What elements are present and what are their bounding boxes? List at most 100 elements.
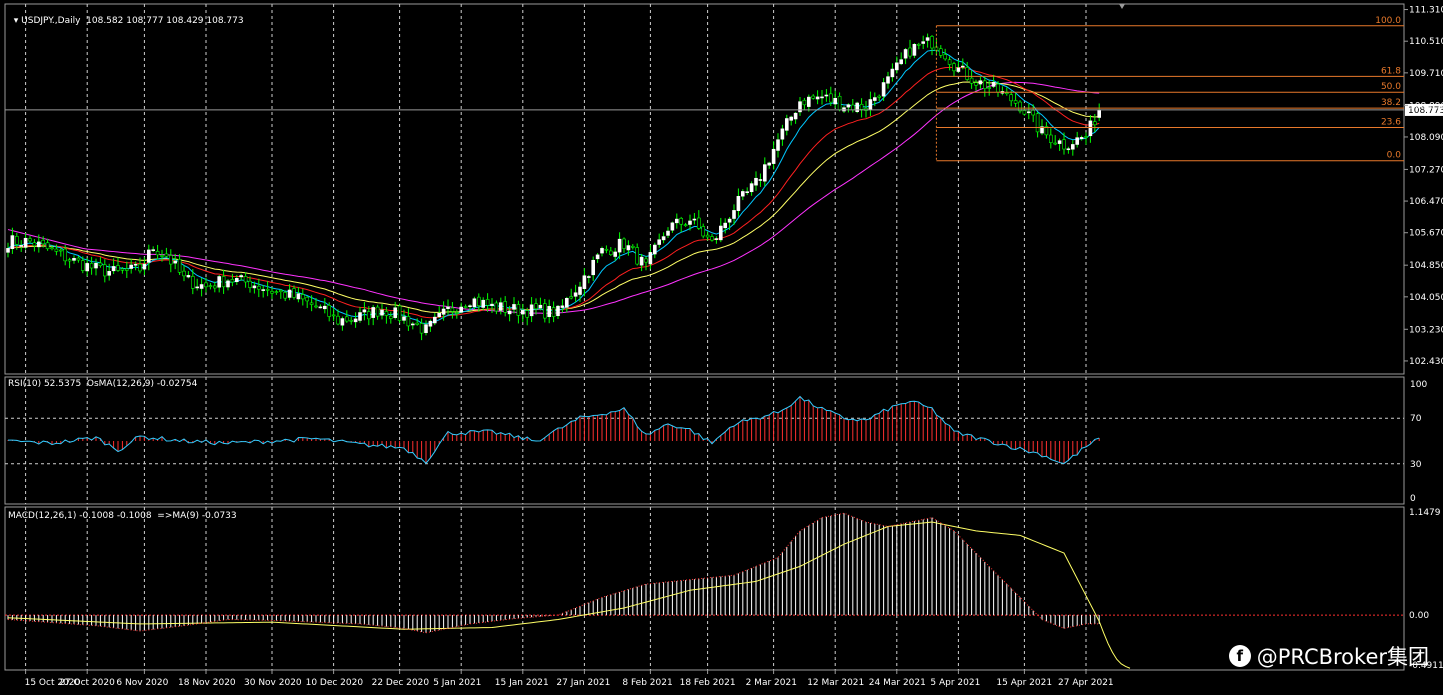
- candle-body: [182, 270, 186, 277]
- candle-body: [938, 48, 943, 56]
- candle-body: [235, 278, 239, 283]
- candle-body: [837, 96, 842, 111]
- candle-body: [1049, 134, 1053, 143]
- candle-body: [107, 271, 111, 276]
- candle-body: [410, 323, 415, 326]
- candle-body: [129, 264, 133, 269]
- candle-body: [322, 305, 327, 310]
- candle-body: [468, 305, 472, 308]
- candle-body: [366, 311, 371, 320]
- candle-body: [459, 306, 464, 313]
- candle-body: [226, 280, 230, 288]
- candle-body: [608, 250, 613, 255]
- candle-body: [767, 162, 772, 166]
- candle-body: [1093, 121, 1097, 126]
- candle-body: [384, 311, 389, 316]
- candle-body: [50, 247, 54, 250]
- candle-body: [666, 230, 670, 236]
- candle-body: [454, 312, 459, 314]
- candle-body: [318, 306, 323, 309]
- candle-body: [309, 302, 314, 305]
- candle-body: [169, 255, 173, 265]
- candle-body: [1066, 148, 1071, 151]
- candle-body: [560, 305, 565, 308]
- macd-signal-line: [7, 521, 1131, 669]
- candle-body: [727, 218, 732, 223]
- date-label: 15 Oct 2020: [25, 678, 81, 688]
- candle-body: [516, 304, 521, 316]
- candle-body: [736, 196, 741, 211]
- candle-body: [859, 104, 864, 110]
- date-label: 18 Feb 2021: [680, 678, 736, 688]
- candle-body: [644, 258, 648, 263]
- candle-body: [688, 220, 692, 225]
- symbol-header-text: USDJPY.,Daily 108.582 108.777 108.429 10…: [21, 16, 244, 26]
- candle-body: [340, 318, 345, 326]
- candle-body: [1062, 139, 1066, 150]
- candle-body: [292, 288, 296, 298]
- candle-body: [670, 222, 675, 231]
- candle-body: [881, 82, 886, 97]
- price-tick-label: 108.090: [1409, 133, 1443, 143]
- candle-body: [732, 210, 736, 219]
- price-tick-label: 102.430: [1409, 357, 1443, 367]
- candle-body: [1031, 109, 1035, 116]
- candle-body: [740, 191, 745, 197]
- candle-body: [300, 294, 305, 300]
- watermark: f @PRCBroker集团: [1228, 641, 1429, 671]
- watermark-text: @PRCBroker集团: [1256, 645, 1429, 669]
- candle-body: [208, 285, 213, 287]
- candle-body: [296, 293, 301, 300]
- candle-body: [916, 44, 921, 46]
- candle-body: [982, 80, 987, 89]
- candle-body: [762, 164, 767, 182]
- candle-body: [639, 256, 644, 266]
- candle-body: [842, 107, 846, 112]
- candle-body: [582, 275, 587, 289]
- date-label: 10 Dec 2020: [306, 678, 364, 688]
- candle-body: [393, 307, 398, 318]
- candle-body: [41, 239, 46, 245]
- candle-body: [899, 59, 904, 65]
- candle-body: [780, 128, 785, 140]
- candle-body: [463, 306, 468, 308]
- candle-body: [45, 242, 50, 250]
- candle-body: [1040, 126, 1044, 134]
- candle-body: [578, 286, 582, 295]
- candle-body: [525, 310, 530, 318]
- candle-body: [116, 265, 120, 271]
- price-tick-label: 109.710: [1409, 69, 1443, 79]
- candle-body: [833, 97, 838, 105]
- candle-body: [1079, 137, 1084, 140]
- candle-body: [243, 276, 248, 283]
- candle-body: [912, 43, 917, 56]
- candle-body: [855, 102, 860, 112]
- candle-body: [54, 248, 59, 252]
- price-tick-label: 108.890: [1409, 101, 1443, 111]
- candle-body: [710, 236, 714, 241]
- candle-body: [846, 104, 851, 108]
- candle-body: [868, 99, 873, 110]
- candle-body: [485, 299, 490, 306]
- candle-body: [679, 218, 684, 225]
- date-label: 15 Apr 2021: [996, 678, 1052, 688]
- date-label: 6 Nov 2020: [116, 678, 168, 688]
- candle-body: [503, 301, 508, 313]
- candle-body: [894, 62, 899, 71]
- candle-body: [626, 245, 631, 251]
- candle-body: [547, 306, 552, 317]
- candle-body: [745, 191, 750, 194]
- candle-body: [886, 76, 890, 84]
- candle-body: [569, 296, 574, 299]
- candle-body: [58, 249, 63, 252]
- rsi-tick-label: 100: [1410, 380, 1427, 390]
- price-panel: 100.0 61.8 50.0 38.2 23.6 0.0: [5, 16, 1404, 341]
- candle-body: [903, 49, 908, 59]
- candle-body: [705, 234, 710, 238]
- candle-body: [925, 37, 930, 41]
- menu-triangle-icon[interactable]: ▾: [13, 16, 19, 26]
- candle-body: [701, 226, 706, 237]
- candle-body: [331, 314, 336, 317]
- candle-body: [630, 245, 635, 248]
- candle-body: [371, 307, 376, 318]
